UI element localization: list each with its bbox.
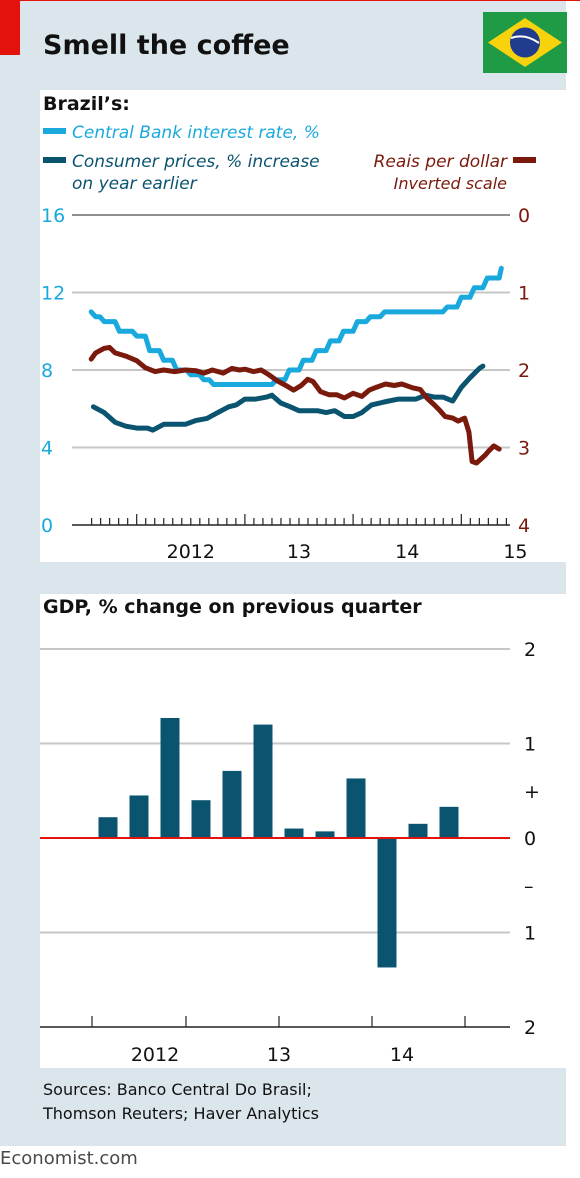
right-tick-0: 0 — [518, 205, 530, 227]
left-tick-8: 8 — [41, 360, 53, 382]
bar-chart-y-ticks: 2 1 +0 – 1 2 — [524, 639, 540, 1039]
bar-x-tick-label-2: 14 — [390, 1044, 414, 1066]
bar-y-tick-3: 0 — [524, 828, 536, 850]
bar-y-tick-0: 2 — [524, 639, 536, 661]
left-tick-4: 4 — [41, 438, 53, 460]
bar-chart-gridlines — [40, 648, 510, 1028]
source-line-1: Sources: Banco Central Do Brasil; — [43, 1080, 312, 1099]
gdp-bar-0 — [98, 817, 118, 838]
bar-chart-title: GDP, % change on previous quarter — [43, 596, 422, 618]
left-tick-16: 16 — [41, 205, 65, 227]
x-tick-label-2014: 14 — [395, 541, 419, 563]
legend-label-reais: Reais per dollar — [374, 152, 508, 172]
line-chart-area — [40, 90, 566, 562]
legend-label-cpi-line1: Consumer prices, % increase — [72, 152, 320, 172]
legend-label-interest: Central Bank interest rate, % — [72, 123, 320, 143]
chart-headline: Smell the coffee — [43, 30, 290, 61]
series-line-2 — [88, 345, 502, 466]
gdp-bar-1 — [129, 795, 149, 838]
x-tick-label-2015: 15 — [503, 541, 527, 563]
left-axis-ticks: 0 4 8 12 16 — [41, 205, 65, 537]
bar-x-tick-label-1: 13 — [267, 1044, 291, 1066]
right-tick-4: 4 — [518, 515, 530, 537]
legend-reais: Reais per dollar Inverted scale — [374, 152, 536, 193]
legend-cpi: Consumer prices, % increase on year earl… — [43, 152, 320, 194]
right-tick-1: 1 — [518, 283, 530, 305]
gdp-bars — [98, 717, 459, 968]
x-tick-label-2012: 2012 — [167, 541, 215, 563]
right-tick-3: 3 — [518, 438, 530, 460]
line-chart-series — [88, 265, 504, 466]
bar-chart-x-axis: 2012 13 14 — [91, 1016, 466, 1066]
gdp-bar-10 — [408, 823, 428, 838]
top-rule — [0, 0, 580, 1]
left-tick-0: 0 — [41, 515, 53, 537]
bar-y-tick-6: 2 — [524, 1017, 536, 1039]
bar-y-tick-4: – — [524, 875, 534, 897]
footer-brand: Economist.com — [0, 1148, 138, 1169]
line-chart-x-axis: 2012 13 14 15 — [72, 514, 528, 563]
right-axis-ticks: 0 1 2 3 4 — [518, 205, 530, 537]
gdp-bar-2 — [160, 717, 180, 838]
gdp-bar-6 — [284, 828, 304, 838]
legend-interest: Central Bank interest rate, % — [43, 123, 320, 143]
brazil-flag-icon — [483, 12, 567, 73]
left-tick-12: 12 — [41, 283, 65, 305]
right-tick-2: 2 — [518, 360, 530, 382]
inverted-scale-note: Inverted scale — [394, 174, 507, 193]
gdp-bar-11 — [439, 806, 459, 838]
gdp-bar-4 — [222, 770, 242, 838]
brand-red-tab — [0, 0, 20, 55]
gdp-bar-9 — [377, 838, 397, 968]
legend-label-cpi-line2: on year earlier — [72, 174, 198, 194]
bar-y-tick-5: 1 — [524, 923, 536, 945]
source-line-2: Thomson Reuters; Haver Analytics — [43, 1104, 319, 1123]
line-chart-title: Brazil’s: — [43, 93, 130, 115]
x-tick-label-2013: 13 — [287, 541, 311, 563]
gdp-bar-7 — [315, 831, 335, 838]
gdp-bar-5 — [253, 724, 273, 838]
bar-y-tick-1: 1 — [524, 734, 536, 756]
series-line-0 — [88, 265, 504, 387]
bar-y-tick-2: + — [524, 781, 540, 803]
bar-x-tick-label-0: 2012 — [131, 1044, 179, 1066]
gdp-bar-3 — [191, 800, 211, 838]
gdp-bar-8 — [346, 778, 366, 838]
